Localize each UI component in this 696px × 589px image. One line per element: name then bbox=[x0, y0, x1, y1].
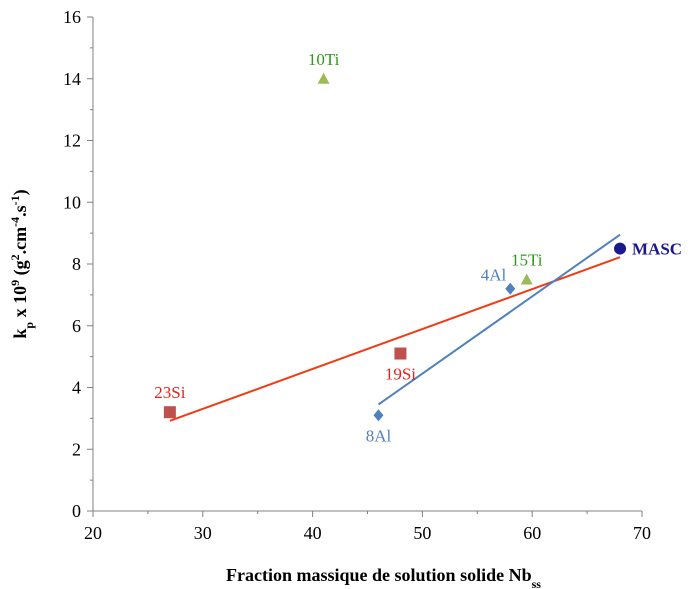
diamond-marker bbox=[373, 409, 384, 422]
point-label: 8Al bbox=[366, 426, 392, 445]
square-marker bbox=[394, 347, 407, 360]
y-axis-title-part: p bbox=[22, 322, 36, 329]
y-axis-title-part: ) bbox=[10, 189, 31, 195]
x-tick-label: 20 bbox=[84, 523, 102, 543]
y-axis-title-part: 2 bbox=[8, 254, 22, 260]
point-label: 23Si bbox=[154, 383, 185, 402]
point-label: 15Ti bbox=[511, 250, 543, 269]
data-markers bbox=[163, 72, 627, 422]
y-tick-label: 12 bbox=[63, 131, 81, 151]
y-axis-title-part: (g bbox=[10, 260, 31, 280]
diamond-marker bbox=[505, 282, 516, 295]
point-label: 4Al bbox=[481, 266, 507, 285]
y-tick-label: 6 bbox=[72, 316, 81, 336]
data-labels: 23Si 19Si 8Al 4Al 10Ti 15Ti MASC bbox=[154, 50, 682, 446]
y-axis-title-part: .s bbox=[10, 205, 30, 217]
y-tick-label: 2 bbox=[72, 439, 81, 459]
y-tick-label: 0 bbox=[72, 501, 81, 521]
y-axis-title-part: .cm bbox=[10, 227, 30, 254]
x-axis-title: Fraction massique de solution solide Nbs… bbox=[226, 565, 541, 589]
trendline bbox=[169, 256, 621, 422]
y-axis-title-part: k bbox=[10, 329, 30, 339]
point-label: MASC bbox=[632, 240, 682, 259]
circle-marker bbox=[614, 242, 627, 255]
x-tick-label: 40 bbox=[304, 523, 322, 543]
triangle-marker bbox=[317, 72, 330, 84]
y-tick-label: 4 bbox=[72, 378, 81, 398]
y-axis-title-part: x 10 bbox=[10, 286, 30, 322]
axes: 0 2 4 6 8 10 12 14 16 20 30 40 50 60 70 bbox=[63, 7, 651, 543]
square-marker bbox=[163, 406, 176, 419]
y-tick-label: 10 bbox=[63, 192, 81, 212]
x-tick-label: 30 bbox=[194, 523, 212, 543]
y-axis-title-part: 9 bbox=[8, 280, 22, 286]
x-tick-label: 50 bbox=[413, 523, 431, 543]
y-tick-label: 14 bbox=[63, 69, 81, 89]
y-tick-label: 16 bbox=[63, 7, 81, 27]
x-tick-label: 60 bbox=[523, 523, 541, 543]
trendline bbox=[377, 233, 621, 406]
y-axis-title-part: -1 bbox=[8, 195, 22, 205]
point-label: 10Ti bbox=[308, 50, 340, 69]
trendlines bbox=[169, 233, 621, 422]
point-label: 19Si bbox=[385, 365, 416, 384]
x-tick-label: 70 bbox=[633, 523, 651, 543]
y-axis-title-part: -4 bbox=[8, 217, 22, 227]
triangle-marker bbox=[520, 273, 533, 285]
y-axis-title: kp x 109 (g2.cm-4.s-1) bbox=[8, 189, 36, 338]
y-tick-label: 8 bbox=[72, 254, 81, 274]
